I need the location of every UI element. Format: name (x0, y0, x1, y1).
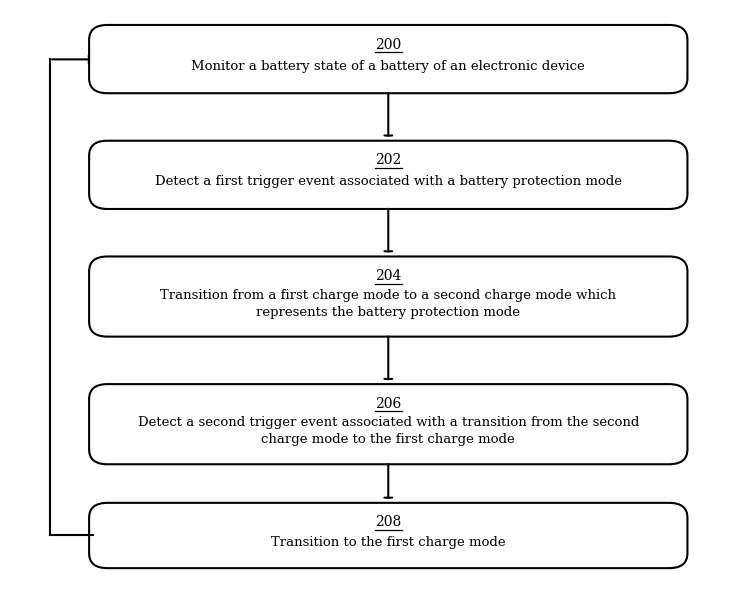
FancyBboxPatch shape (89, 384, 687, 464)
Text: Detect a second trigger event associated with a transition from the second
charg: Detect a second trigger event associated… (137, 417, 639, 446)
FancyBboxPatch shape (89, 141, 687, 209)
Text: 208: 208 (375, 515, 401, 529)
FancyBboxPatch shape (89, 25, 687, 93)
Text: Transition to the first charge mode: Transition to the first charge mode (271, 536, 506, 549)
Text: 206: 206 (375, 397, 401, 411)
Text: Detect a first trigger event associated with a battery protection mode: Detect a first trigger event associated … (155, 175, 622, 188)
Text: 204: 204 (375, 269, 401, 283)
Text: Monitor a battery state of a battery of an electronic device: Monitor a battery state of a battery of … (191, 60, 585, 73)
Text: Transition from a first charge mode to a second charge mode which
represents the: Transition from a first charge mode to a… (161, 289, 616, 318)
Text: 202: 202 (375, 154, 401, 167)
FancyBboxPatch shape (89, 256, 687, 337)
FancyBboxPatch shape (89, 503, 687, 568)
Text: 200: 200 (375, 37, 401, 52)
